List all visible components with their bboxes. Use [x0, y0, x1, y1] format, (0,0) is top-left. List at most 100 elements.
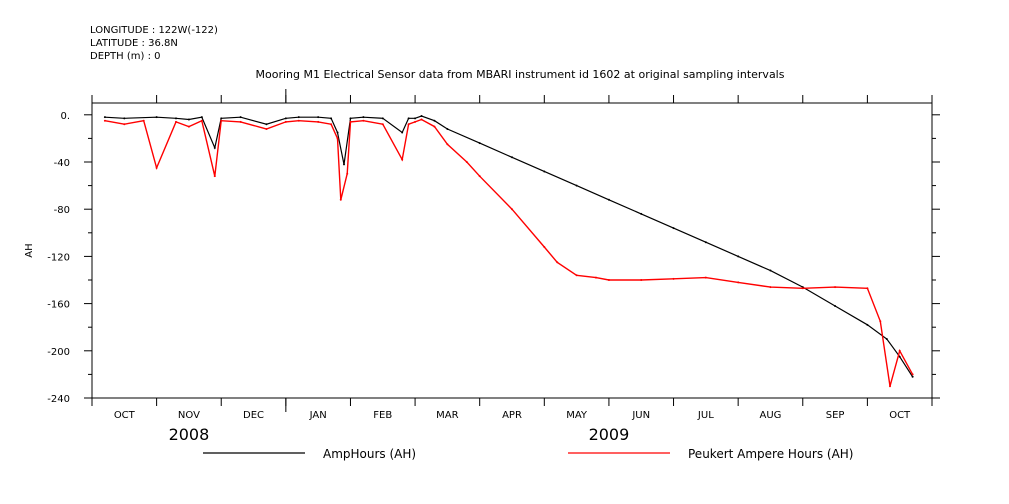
data-point	[200, 119, 203, 122]
data-point	[265, 123, 268, 126]
data-point	[103, 119, 106, 122]
data-point	[349, 117, 352, 120]
data-point	[346, 172, 349, 175]
data-point	[511, 208, 513, 211]
data-point	[801, 287, 804, 290]
series-line-2	[104, 118, 914, 387]
data-point	[885, 338, 888, 340]
data-point	[349, 120, 352, 123]
data-point	[465, 161, 468, 163]
data-point	[640, 279, 643, 281]
data-point	[898, 349, 901, 352]
series-line-1	[104, 115, 914, 378]
data-point	[911, 375, 914, 378]
data-point	[575, 184, 578, 187]
data-point	[155, 116, 158, 119]
data-point	[200, 116, 203, 119]
year-label: 2008	[169, 425, 210, 444]
chart-title: Mooring M1 Electrical Sensor data from M…	[255, 68, 785, 81]
data-point	[336, 137, 339, 140]
data-point	[420, 114, 423, 117]
data-point	[339, 198, 342, 201]
data-point	[420, 118, 423, 121]
x-tick-label: NOV	[178, 410, 200, 421]
data-point	[239, 120, 242, 123]
data-point	[155, 166, 158, 169]
data-point	[220, 119, 223, 122]
data-point	[401, 131, 404, 134]
data-point	[595, 276, 597, 279]
data-point	[737, 255, 740, 258]
data-point	[362, 116, 365, 119]
data-point	[640, 212, 643, 215]
data-point	[556, 261, 559, 264]
data-point	[284, 120, 287, 123]
data-point	[362, 119, 365, 122]
data-point	[478, 142, 481, 145]
x-tick-label: AUG	[760, 410, 782, 421]
plot-frame	[91, 102, 933, 399]
longitude-label: LONGITUDE : 122W(-122)	[90, 25, 218, 36]
x-tick-label: OCT	[114, 410, 136, 421]
data-point	[187, 125, 190, 128]
data-point	[414, 117, 417, 120]
data-point	[866, 287, 869, 290]
legend-label: Peukert Ampere Hours (AH)	[688, 447, 854, 461]
data-point	[543, 170, 546, 173]
x-tick-label: DEC	[243, 410, 264, 421]
x-tick-label: SEP	[826, 410, 845, 421]
data-point	[336, 131, 339, 134]
x-tick-label: APR	[502, 410, 522, 421]
data-point	[381, 123, 384, 126]
data-point	[187, 118, 190, 121]
data-point	[330, 117, 333, 120]
x-tick-label: MAY	[566, 410, 588, 421]
x-tick-label: OCT	[889, 410, 911, 421]
y-axis-label: AH	[24, 243, 35, 257]
data-point	[672, 227, 675, 230]
data-point	[834, 304, 837, 307]
data-point	[265, 127, 268, 130]
y-tick-label: 0.	[60, 111, 70, 122]
data-point	[889, 385, 891, 388]
data-point	[123, 117, 126, 120]
data-point	[407, 123, 410, 126]
y-tick-label: -200	[47, 347, 70, 358]
data-point	[239, 116, 242, 119]
data-point	[433, 119, 436, 122]
data-point	[575, 274, 578, 277]
data-point	[123, 123, 126, 126]
y-tick-label: -80	[54, 205, 70, 216]
data-point	[297, 116, 300, 119]
data-point	[213, 175, 216, 178]
data-point	[297, 119, 300, 122]
x-tick-label: FEB	[373, 410, 392, 421]
x-tick-label: JUL	[697, 410, 714, 421]
y-tick-label: -40	[54, 158, 70, 169]
data-point	[446, 127, 449, 130]
data-point	[317, 120, 320, 123]
data-point	[866, 323, 869, 326]
data-point	[142, 119, 145, 122]
x-tick-label: JUN	[631, 410, 650, 421]
latitude-label: LATITUDE : 36.8N	[90, 38, 178, 49]
data-point	[401, 158, 404, 161]
data-point	[284, 117, 287, 120]
data-point	[407, 117, 410, 120]
legend-label: AmpHours (AH)	[323, 447, 416, 461]
data-point	[672, 277, 675, 280]
data-point	[879, 320, 882, 323]
data-point	[343, 163, 345, 166]
data-point	[478, 175, 481, 178]
data-point	[704, 276, 707, 279]
data-point	[834, 286, 837, 289]
data-point	[213, 146, 216, 149]
data-point	[737, 281, 740, 284]
data-point	[607, 198, 610, 201]
data-point	[543, 245, 546, 248]
data-point	[103, 116, 106, 119]
depth-label: DEPTH (m) : 0	[90, 51, 161, 62]
x-tick-label: JAN	[309, 410, 327, 421]
data-point	[607, 279, 610, 281]
